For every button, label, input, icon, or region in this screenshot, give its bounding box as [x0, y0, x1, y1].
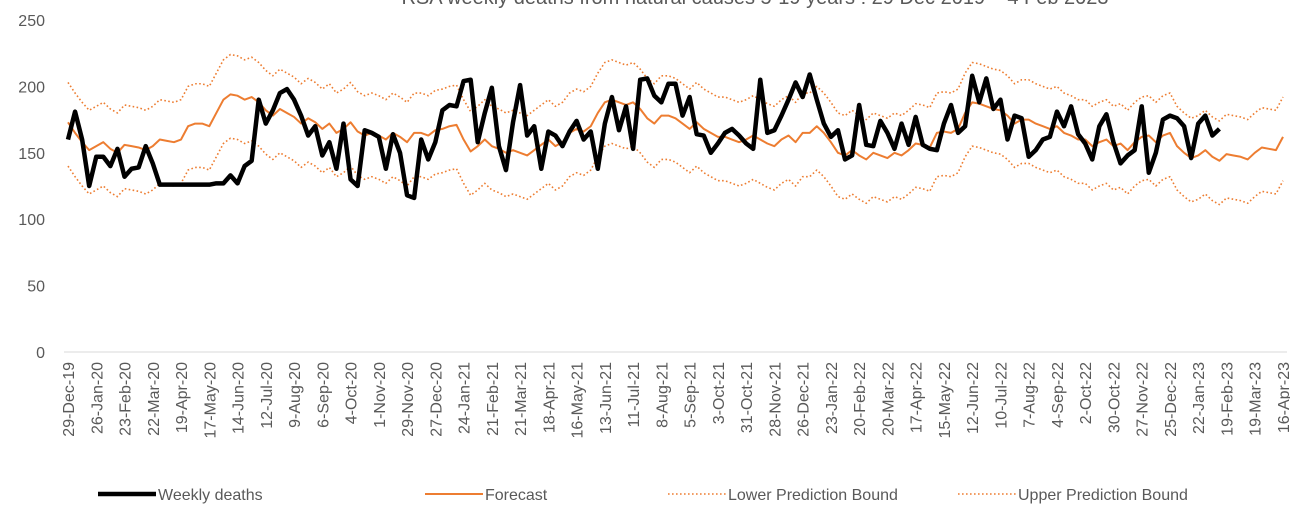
x-tick-label: 27-Dec-20 [428, 362, 445, 437]
x-tick-label: 8-Aug-21 [654, 362, 671, 428]
y-tick-label: 250 [18, 13, 45, 30]
x-tick-label: 2-Oct-22 [1078, 362, 1095, 424]
y-tick-label: 100 [18, 212, 45, 229]
x-tick-label: 12-Jul-20 [259, 362, 276, 429]
x-tick-label: 22-Mar-20 [146, 362, 163, 436]
x-tick-label: 15-May-22 [937, 362, 954, 439]
x-tick-label: 19-Mar-23 [1248, 362, 1265, 436]
x-tick-label: 29-Dec-19 [61, 362, 78, 437]
y-tick-label: 150 [18, 146, 45, 163]
chart-title: RSA weekly deaths from natural causes 5-… [401, 0, 1108, 9]
x-tick-label: 9-Aug-20 [287, 362, 304, 428]
legend-label: Weekly deaths [158, 487, 263, 504]
x-tick-label: 21-Feb-21 [485, 362, 502, 436]
x-tick-label: 25-Dec-22 [1163, 362, 1180, 437]
x-tick-label: 19-Apr-20 [174, 362, 191, 433]
y-tick-label: 200 [18, 79, 45, 96]
x-tick-label: 30-Oct-22 [1106, 362, 1123, 433]
x-tick-label: 4-Oct-20 [344, 362, 361, 424]
x-tick-label: 11-Jul-21 [626, 362, 643, 428]
x-tick-label: 29-Nov-20 [400, 362, 417, 437]
x-tick-label: 20-Mar-22 [880, 362, 897, 436]
x-tick-label: 12-Jun-22 [965, 362, 982, 434]
x-tick-label: 28-Nov-21 [767, 362, 784, 437]
x-tick-label: 20-Feb-22 [852, 362, 869, 436]
legend-label: Upper Prediction Bound [1018, 487, 1188, 504]
x-tick-label: 17-May-20 [202, 362, 219, 439]
x-tick-label: 5-Sep-21 [683, 362, 700, 428]
x-tick-label: 22-Jan-23 [1191, 362, 1208, 434]
y-tick-label: 50 [27, 279, 45, 296]
x-tick-label: 7-Aug-22 [1022, 362, 1039, 428]
x-tick-label: 14-Jun-20 [231, 362, 248, 434]
legend-label: Forecast [485, 487, 548, 504]
x-tick-label: 21-Mar-21 [513, 362, 530, 436]
x-tick-label: 24-Jan-21 [457, 362, 474, 434]
x-tick-label: 19-Feb-23 [1219, 362, 1236, 436]
x-tick-label: 31-Oct-21 [739, 362, 756, 433]
y-tick-label: 0 [36, 345, 45, 362]
x-tick-label: 18-Apr-21 [541, 362, 558, 433]
x-tick-label: 27-Nov-22 [1135, 362, 1152, 437]
x-tick-label: 6-Sep-20 [315, 362, 332, 428]
legend-label: Lower Prediction Bound [728, 487, 898, 504]
x-tick-label: 10-Jul-22 [993, 362, 1010, 429]
x-tick-label: 3-Oct-21 [711, 362, 728, 424]
x-tick-label: 13-Jun-21 [598, 362, 615, 434]
series-line [65, 72, 1221, 201]
x-tick-label: 16-Apr-23 [1276, 362, 1290, 433]
x-tick-label: 26-Dec-21 [796, 362, 813, 437]
series-line [67, 137, 1284, 206]
x-tick-label: 4-Sep-22 [1050, 362, 1067, 428]
x-tick-label: 23-Jan-22 [824, 362, 841, 434]
x-tick-label: 16-May-21 [570, 362, 587, 439]
x-tick-label: 23-Feb-20 [118, 362, 135, 436]
x-tick-label: 17-Apr-22 [909, 362, 926, 433]
x-tick-label: 26-Jan-20 [89, 362, 106, 434]
x-tick-label: 1-Nov-20 [372, 362, 389, 428]
